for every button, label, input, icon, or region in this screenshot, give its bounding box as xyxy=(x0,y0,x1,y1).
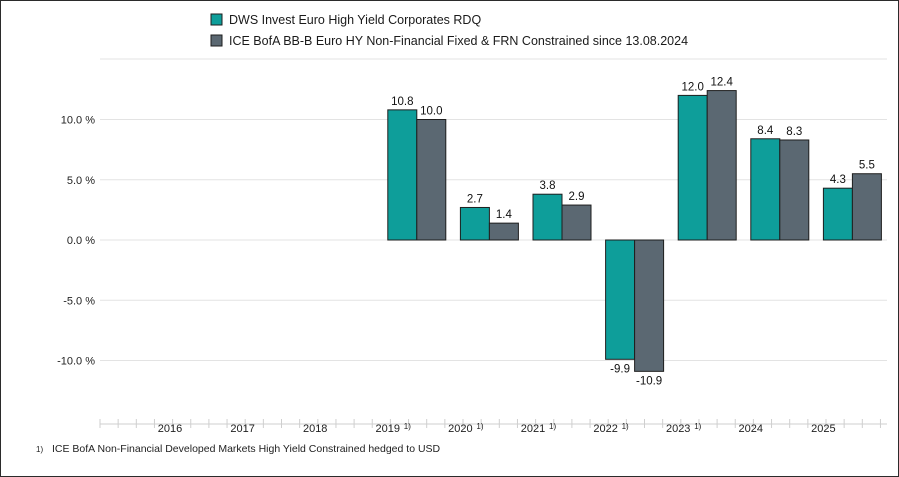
x-tick-label: 2017 xyxy=(230,423,254,435)
x-tick-label: 2022 xyxy=(593,423,617,435)
data-label: 8.3 xyxy=(786,126,802,138)
footnote-marker: 1) xyxy=(404,422,411,431)
y-tick-label: -10.0 % xyxy=(57,356,95,368)
data-label: 2.7 xyxy=(467,193,483,205)
bar-benchmark-2024 xyxy=(779,139,810,241)
data-label: -10.9 xyxy=(636,375,662,387)
bar-benchmark-2021 xyxy=(561,204,592,241)
y-tick-label: 0.0 % xyxy=(67,235,95,247)
bar-fund-2020 xyxy=(459,206,490,241)
footnote-marker: 1) xyxy=(36,445,43,454)
footnote-marker: 1) xyxy=(694,422,701,431)
bar-fund-2024 xyxy=(750,138,781,241)
x-tick-label: 2018 xyxy=(303,423,327,435)
x-tick-label: 2021 xyxy=(521,423,545,435)
data-label: -9.9 xyxy=(610,363,630,375)
y-tick-label: 10.0 % xyxy=(61,115,95,127)
bar-fund-2021 xyxy=(532,193,563,241)
footnote-marker: 1) xyxy=(622,422,629,431)
data-label: 10.0 xyxy=(420,106,442,118)
bar-benchmark-2020 xyxy=(488,222,519,241)
x-tick-label: 2019 xyxy=(376,423,400,435)
bar-benchmark-2022 xyxy=(634,239,665,372)
bar-fund-2025 xyxy=(822,187,853,241)
bar-fund-2022 xyxy=(605,239,636,360)
data-label: 5.5 xyxy=(859,160,875,172)
bar-benchmark-2025 xyxy=(851,173,882,241)
x-tick-label: 2023 xyxy=(666,423,690,435)
legend-label: ICE BofA BB-B Euro HY Non-Financial Fixe… xyxy=(229,34,688,48)
footnote-text: ICE BofA Non-Financial Developed Markets… xyxy=(52,443,441,455)
data-label: 1.4 xyxy=(496,209,513,221)
x-tick-label: 2025 xyxy=(811,423,835,435)
legend-swatch-fund xyxy=(210,13,223,26)
legend-swatch-benchmark xyxy=(210,34,223,47)
x-tick-label: 2016 xyxy=(158,423,182,435)
bar-benchmark-2019 xyxy=(416,119,447,241)
data-label: 8.4 xyxy=(757,125,774,137)
data-label: 4.3 xyxy=(830,174,846,186)
data-label: 12.4 xyxy=(711,77,734,89)
data-label: 3.8 xyxy=(540,180,556,192)
y-tick-label: -5.0 % xyxy=(63,295,95,307)
bar-fund-2023 xyxy=(677,94,708,241)
legend-label: DWS Invest Euro High Yield Corporates RD… xyxy=(229,13,481,27)
data-label: 10.8 xyxy=(391,96,413,108)
bar-fund-2019 xyxy=(387,109,418,241)
x-tick-label: 2020 xyxy=(448,423,472,435)
x-tick-label: 2024 xyxy=(739,423,763,435)
footnote-marker: 1) xyxy=(549,422,556,431)
data-label: 12.0 xyxy=(682,81,704,93)
data-label: 2.9 xyxy=(569,191,585,203)
bar-benchmark-2023 xyxy=(706,90,737,241)
footnote-marker: 1) xyxy=(476,422,483,431)
y-tick-label: 5.0 % xyxy=(67,175,95,187)
